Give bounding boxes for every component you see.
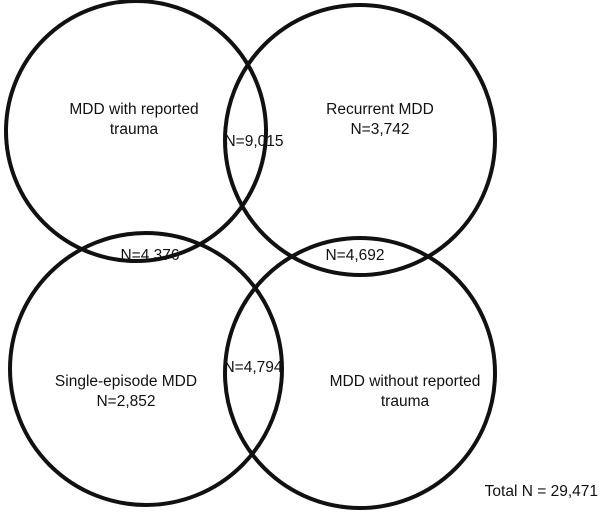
label-trauma: MDD with reported trauma xyxy=(34,100,234,140)
total-count: Total N = 29,471 xyxy=(484,483,598,500)
label-no-trauma-line1: MDD without reported xyxy=(329,373,481,390)
circle-no-trauma xyxy=(223,236,497,510)
overlap-trauma-single-episode: N=4,376 xyxy=(120,247,180,264)
circle-recurrent xyxy=(223,3,497,277)
circle-trauma xyxy=(4,0,268,263)
overlap-trauma-recurrent: N=9,015 xyxy=(224,133,284,150)
label-recurrent: Recurrent MDD N=3,742 xyxy=(290,100,470,140)
label-single-episode-line2: N=2,852 xyxy=(96,393,156,410)
circle-single-episode xyxy=(8,231,284,507)
label-trauma-line2: trauma xyxy=(109,121,159,138)
label-no-trauma: MDD without reported trauma xyxy=(300,372,510,412)
overlap-single-episode-no-trauma: N=4,794 xyxy=(223,359,283,376)
label-recurrent-line2: N=3,742 xyxy=(350,121,410,138)
label-single-episode-line1: Single-episode MDD xyxy=(54,373,198,390)
label-recurrent-line1: Recurrent MDD xyxy=(326,101,434,118)
label-trauma-line1: MDD with reported xyxy=(69,101,199,118)
label-single-episode: Single-episode MDD N=2,852 xyxy=(26,372,226,412)
overlap-recurrent-no-trauma: N=4,692 xyxy=(325,247,385,264)
label-no-trauma-line2: trauma xyxy=(380,393,430,410)
